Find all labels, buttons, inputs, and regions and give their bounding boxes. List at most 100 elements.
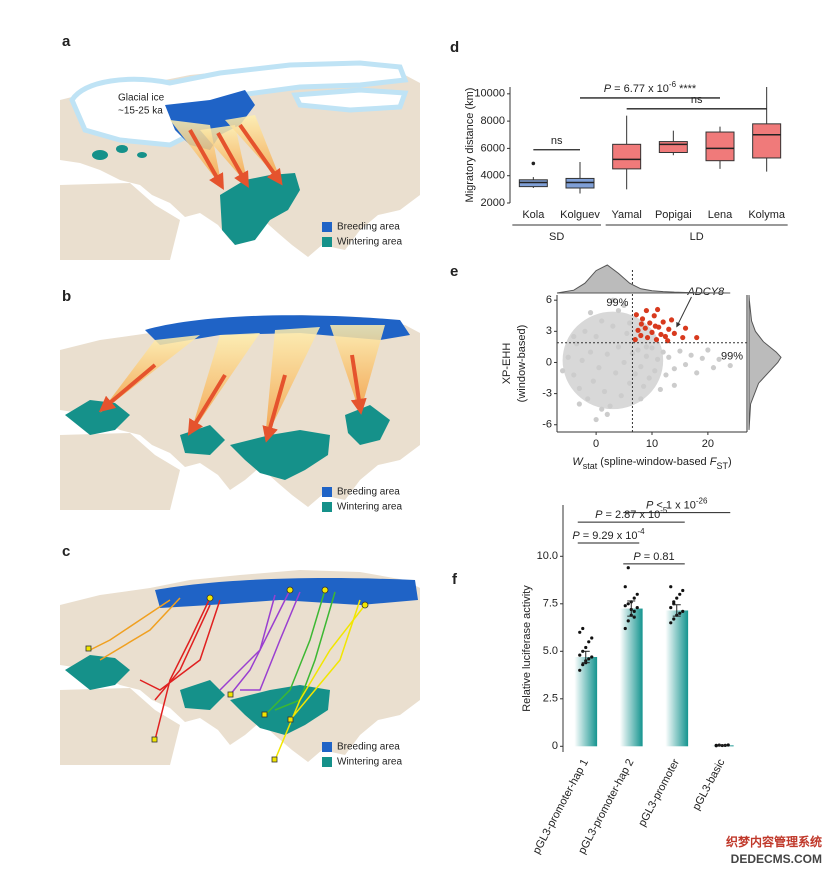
watermark: DEDECMS.COM bbox=[731, 852, 822, 866]
point bbox=[671, 382, 677, 388]
point bbox=[688, 352, 694, 358]
point bbox=[639, 316, 646, 322]
point bbox=[652, 368, 658, 374]
point bbox=[635, 592, 639, 596]
point bbox=[680, 334, 686, 341]
box bbox=[752, 123, 782, 159]
label-part: P bbox=[604, 83, 612, 95]
y-axis-title: Relative luciferase activity bbox=[521, 585, 533, 712]
point bbox=[610, 323, 616, 329]
point bbox=[635, 347, 641, 353]
group-label: LD bbox=[690, 231, 704, 243]
y-tick-label: -3 bbox=[542, 388, 552, 400]
point bbox=[644, 334, 651, 341]
point bbox=[646, 375, 652, 381]
point bbox=[672, 617, 676, 621]
point bbox=[653, 337, 660, 343]
label-part: = 6.77 x 10 bbox=[611, 83, 669, 95]
point bbox=[641, 383, 647, 389]
point bbox=[604, 351, 610, 357]
point bbox=[587, 349, 594, 355]
label-part: -4 bbox=[638, 527, 646, 536]
x-tick-label: Yamal bbox=[611, 209, 641, 221]
legend-label: Wintering area bbox=[337, 757, 402, 768]
y-tick-label: 10.0 bbox=[537, 550, 558, 562]
y-axis-title: XP-EHH bbox=[501, 343, 513, 385]
x-tick-label: Kolguev bbox=[560, 209, 600, 221]
point bbox=[582, 328, 588, 334]
legend-label: Breeding area bbox=[337, 487, 400, 498]
point bbox=[565, 354, 571, 360]
y-tick-label: 6000 bbox=[481, 142, 505, 154]
point bbox=[587, 310, 594, 316]
point bbox=[682, 361, 689, 368]
point bbox=[638, 364, 644, 370]
label-part: (spline-window-based bbox=[597, 456, 710, 468]
point bbox=[587, 640, 591, 644]
legend-label: Wintering area bbox=[337, 237, 402, 248]
point bbox=[652, 323, 658, 329]
label-part: P bbox=[595, 509, 603, 521]
point bbox=[618, 393, 624, 399]
point bbox=[669, 606, 673, 610]
y-tick-label: 10000 bbox=[474, 88, 505, 100]
x-tick-label: Lena bbox=[708, 209, 733, 221]
map-c: Breeding area Wintering area bbox=[60, 570, 420, 768]
annotation-label: P = 2.87 x 10-5 bbox=[595, 506, 668, 521]
point bbox=[714, 744, 718, 748]
point bbox=[660, 349, 666, 355]
label-part: P bbox=[646, 500, 654, 512]
point bbox=[578, 653, 582, 657]
point bbox=[657, 386, 663, 393]
y-tick-label: 7.5 bbox=[543, 598, 558, 610]
panel-label: b bbox=[62, 288, 71, 305]
y-tick-label: -6 bbox=[542, 419, 552, 431]
point bbox=[601, 388, 608, 395]
x-tick-label: Kolyma bbox=[748, 209, 786, 221]
point bbox=[638, 332, 644, 339]
point bbox=[584, 645, 588, 650]
point bbox=[585, 396, 591, 402]
y-tick-label: 6 bbox=[546, 294, 552, 306]
point bbox=[662, 333, 669, 340]
box bbox=[658, 141, 688, 154]
point bbox=[726, 743, 730, 747]
point bbox=[675, 596, 679, 600]
threshold-label: 99% bbox=[721, 351, 743, 363]
point bbox=[621, 302, 627, 308]
point bbox=[596, 365, 602, 371]
point bbox=[578, 668, 582, 672]
point bbox=[654, 356, 661, 362]
highlight-arrow bbox=[676, 296, 692, 328]
y-tick-label: 4000 bbox=[481, 170, 505, 182]
point bbox=[578, 630, 582, 634]
label-part: **** bbox=[676, 83, 697, 95]
label-part: = 9.29 x 10 bbox=[580, 530, 638, 542]
point bbox=[638, 396, 644, 402]
y-tick-label: 3 bbox=[546, 325, 552, 337]
label-part: stat bbox=[583, 461, 598, 471]
box bbox=[705, 131, 735, 162]
point bbox=[626, 566, 630, 570]
point bbox=[705, 347, 711, 353]
label-part: = 2.87 x 10 bbox=[602, 509, 660, 521]
bar bbox=[665, 610, 689, 747]
x-axis-title: Wstat (spline-window-based FST) bbox=[572, 456, 731, 471]
label-part: F bbox=[710, 456, 718, 468]
y-tick-label: 8000 bbox=[481, 115, 505, 127]
point bbox=[576, 401, 582, 407]
bar bbox=[574, 657, 598, 747]
point bbox=[590, 378, 596, 384]
point bbox=[669, 621, 673, 625]
point bbox=[669, 585, 673, 589]
point bbox=[571, 372, 577, 378]
point-cloud bbox=[562, 311, 664, 410]
annotation-label: P < 1 x 10-26 bbox=[646, 496, 708, 511]
point bbox=[632, 596, 636, 600]
point bbox=[716, 356, 722, 362]
x-tick-label: pGL3-basic bbox=[690, 757, 727, 813]
y-tick-label: 5.0 bbox=[543, 645, 558, 657]
point bbox=[610, 297, 616, 303]
point bbox=[559, 368, 566, 374]
point bbox=[624, 330, 630, 337]
